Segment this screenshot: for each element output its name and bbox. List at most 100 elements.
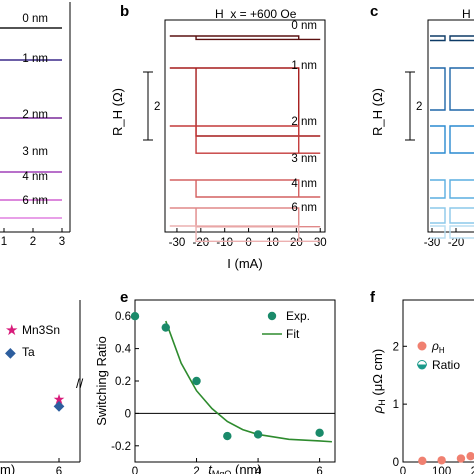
panel-d-legend-label-0: Mn3Sn [22, 323, 60, 337]
panel-a: 0 nm 1 nm 2 nm 3 nm 4 nm 6 nm 1 2 3 [0, 2, 71, 248]
panel-f-frame [402, 299, 474, 463]
panel-d-legend-star-icon: ★ [5, 322, 18, 339]
panel-a-series-label-2: 2 nm [22, 109, 48, 121]
panel-e-exp-point [192, 376, 201, 386]
panel-e-x-tick-label: 4 [255, 466, 262, 474]
panel-e-legend-fit-label: Fit [286, 327, 300, 341]
panel-b-x-tick-label: 10 [266, 237, 279, 249]
panel-d-legend-diamond-icon: ◆ [5, 344, 16, 360]
panel-d-axis-break-icon: // [76, 376, 84, 391]
panel-e-x-label: tMgO (nm) [208, 462, 261, 474]
panel-c: H R_H (Ω) 2 -30-20-1 [370, 7, 474, 249]
panel-e-y-tick-label: 0.2 [115, 376, 131, 388]
panel-b-x-label: I (mA) [227, 256, 262, 271]
panel-f-point [466, 452, 474, 461]
panel-b-x-tick-label: -10 [216, 237, 233, 249]
panel-f-legend-marker-1 [416, 360, 428, 366]
panel-c-x-tick-label: -30 [424, 237, 441, 249]
panel-b-series-label-5: 6 nm [291, 202, 317, 214]
panel-f-x-tick-label: 100 [432, 466, 451, 474]
panel-e-y-tick-label: 0.6 [115, 311, 131, 323]
panel-a-x-tick-label: 2 [30, 236, 36, 248]
panel-c-y-label: R_H (Ω) [370, 88, 385, 136]
panel-a-series-label-0: 0 nm [22, 13, 48, 25]
panel-f-y-label: ρH (μΩ cm) [370, 349, 387, 414]
panel-e-exp-point [253, 430, 263, 439]
panel-f-y-label-text: ρH (μΩ cm) [370, 349, 387, 414]
panel-f-x-tick-label: 200 [471, 466, 474, 474]
panel-e-exp-point [130, 312, 140, 321]
panel-f-y-tick-label: 0 [393, 457, 399, 469]
panel-c-x-tick-label: -20 [448, 237, 465, 249]
panel-f-y-tick-label: 1 [393, 399, 399, 411]
panel-b-x-tick-label: 0 [245, 237, 251, 249]
panel-e-x-tick-label: 0 [132, 466, 138, 474]
panel-c-curve-0 [430, 35, 474, 42]
panel-e-y-label: Switching Ratio [94, 336, 109, 426]
panel-b-field-annotation: H_x = +600 Oe [215, 7, 297, 21]
panel-c-frame [427, 19, 474, 233]
panel-e-x-label-text: tMgO (nm) [208, 462, 261, 474]
panel-e-exp-point [315, 428, 324, 438]
panel-f-x-tick-label: 0 [400, 466, 406, 474]
panel-f: ρH (μΩ cm) 0 1 2 0 100 200 ρH Ratio [370, 299, 474, 474]
panel-e-legend-exp-label: Exp. [286, 309, 310, 323]
panel-b-series-label-3: 3 nm [291, 153, 317, 165]
panel-d-x-tick-label: 6 [56, 466, 62, 474]
panel-a-x-tick-label: 1 [1, 236, 7, 248]
panel-b-series-label-0: 0 nm [291, 20, 317, 32]
panel-b-frame [164, 19, 326, 233]
panel-b-series-label-4: 4 nm [291, 178, 317, 190]
panel-b: H_x = +600 Oe I (mA) R_H (Ω) 2 -30 -20 -10… [110, 7, 327, 271]
panel-e-y-tick-label: 0 [125, 408, 131, 420]
panel-c-curve-3 [430, 179, 474, 199]
panel-f-legend-marker-1-half [417, 365, 427, 370]
panel-b-curve-2 [169, 125, 321, 154]
panel-e: Switching Ratio 0 2 4 6 -0.2 0 0.2 0.4 0.6 Exp. F… [94, 299, 336, 474]
panel-c-field-annotation: H [462, 7, 471, 21]
panel-label-e: e [120, 289, 128, 306]
panel-d: ★ Mn3Sn◆ Ta★◆//6 m) [0, 300, 84, 474]
panel-e-y-tick-label: -0.2 [111, 441, 131, 453]
panel-b-x-tick-label: 30 [314, 237, 327, 249]
panel-e-x-tick-label: 2 [193, 466, 199, 474]
panel-a-series-label-3: 3 nm [22, 146, 48, 158]
panel-e-fit-line [165, 320, 332, 443]
panel-c-curve-4 [430, 207, 474, 224]
panel-b-x-tick-label: -30 [169, 237, 186, 249]
panel-b-x-tick-label: -20 [193, 237, 210, 249]
panel-d-point-0: ★ [53, 391, 66, 407]
panel-d-x-label-fragment: m) [0, 462, 15, 474]
panel-d-legend-label-1: Ta [22, 345, 35, 359]
panel-f-point [418, 456, 427, 466]
panel-f-point [437, 456, 446, 465]
panel-c-scale-bar-label: 2 [416, 101, 422, 113]
panel-c-curve-5 [430, 225, 474, 239]
panel-d-point-1: ◆ [54, 397, 65, 413]
panel-c-curve-1 [430, 67, 474, 111]
panel-f-legend-marker-0 [417, 341, 427, 351]
panel-b-series-label-2: 2 nm [291, 116, 317, 128]
panel-e-x-tick-label: 6 [316, 466, 322, 474]
panel-b-curve-1 [169, 67, 321, 137]
panel-b-curve-3 [169, 179, 321, 198]
panel-b-curve-5 [169, 225, 321, 242]
panel-a-series-label-4: 4 nm [22, 171, 48, 183]
panel-c-curve-2 [430, 125, 474, 154]
panel-b-series-label-1: 1 nm [291, 60, 317, 72]
panel-e-exp-point [161, 323, 170, 332]
panel-f-legend-label-1: Ratio [432, 358, 460, 372]
panel-f-y-tick-label: 2 [393, 341, 399, 353]
panel-label-c: c [370, 3, 378, 20]
panel-e-legend-exp-marker [267, 311, 277, 321]
panel-b-x-tick-label: 20 [290, 237, 303, 249]
panel-b-curve-0 [169, 35, 321, 41]
panel-b-y-label: R_H (Ω) [110, 88, 125, 136]
panel-a-x-tick-label: 3 [59, 236, 65, 248]
panel-a-series-label-5: 6 nm [22, 195, 48, 207]
panel-e-exp-point [223, 431, 232, 441]
panel-b-scale-bar-label: 2 [154, 101, 160, 113]
panel-a-series-label-1: 1 nm [22, 53, 48, 65]
panel-f-legend-label-0: ρH [431, 339, 445, 355]
